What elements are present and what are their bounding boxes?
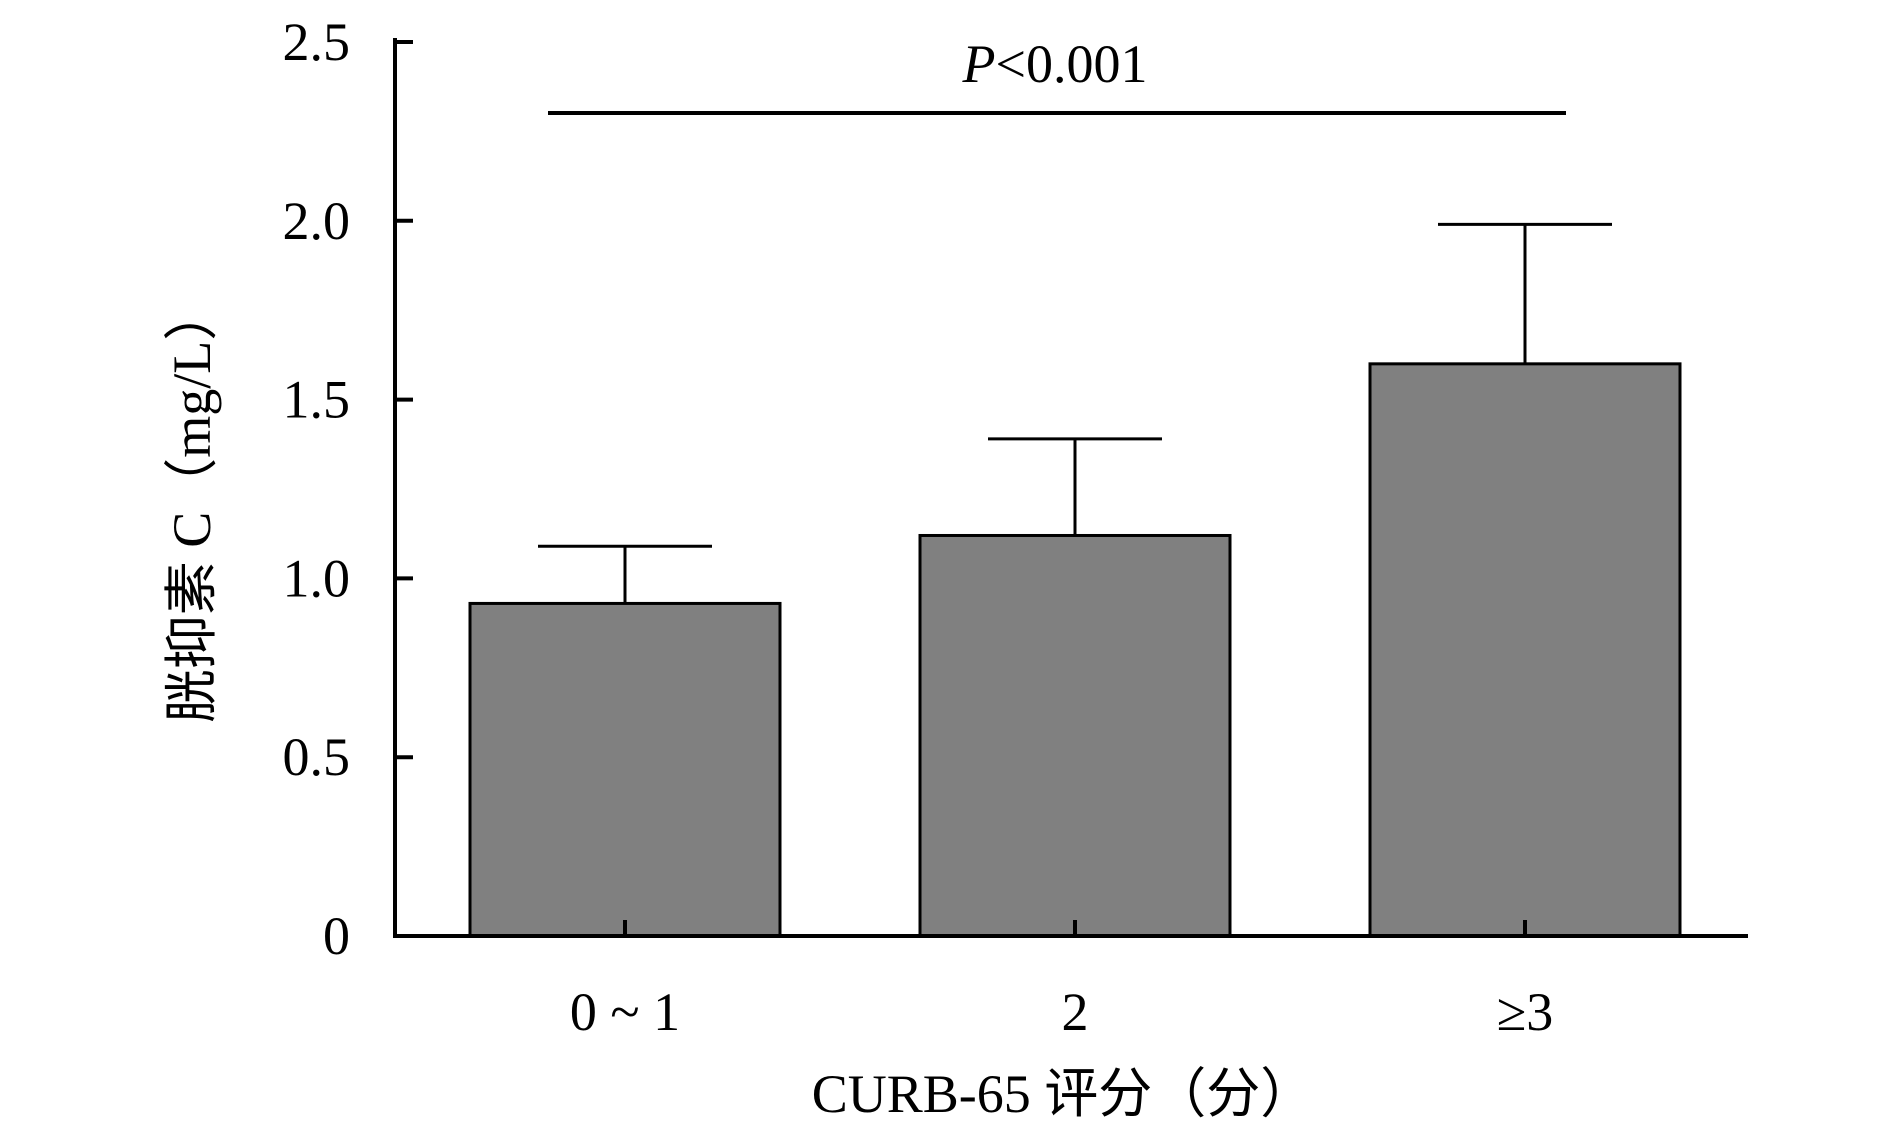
x-tick-label-2: ≥3: [1497, 982, 1554, 1042]
y-tick-label-4: 2.0: [283, 191, 351, 251]
y-tick-label-5: 2.5: [283, 12, 351, 72]
bar-2: [1368, 362, 1682, 938]
x-tick-label-1: 2: [1062, 982, 1089, 1042]
ticks-layer: 0 ~ 1 2 ≥3 0 0.5 1.0 1.5 2.0 2.5: [283, 12, 1554, 1042]
y-tick-label-1: 0.5: [283, 727, 351, 787]
y-tick-label-3: 1.5: [283, 370, 351, 430]
p-value-letter: P: [962, 34, 996, 94]
p-value-threshold: <0.001: [996, 34, 1148, 94]
p-value-label: P<0.001: [962, 34, 1148, 94]
y-tick-label-2: 1.0: [283, 548, 351, 608]
bar-0: [468, 601, 782, 938]
error-bars-layer: [538, 222, 1612, 604]
bar-1: [918, 533, 1232, 938]
y-axis-label: 胱抑素 C（mg/L）: [162, 287, 222, 724]
x-axis-label: CURB-65 评分（分）: [812, 1064, 1315, 1124]
y-tick-label-0: 0: [323, 906, 350, 966]
axes-layer: [393, 38, 1748, 938]
x-tick-label-0: 0 ~ 1: [570, 982, 680, 1042]
